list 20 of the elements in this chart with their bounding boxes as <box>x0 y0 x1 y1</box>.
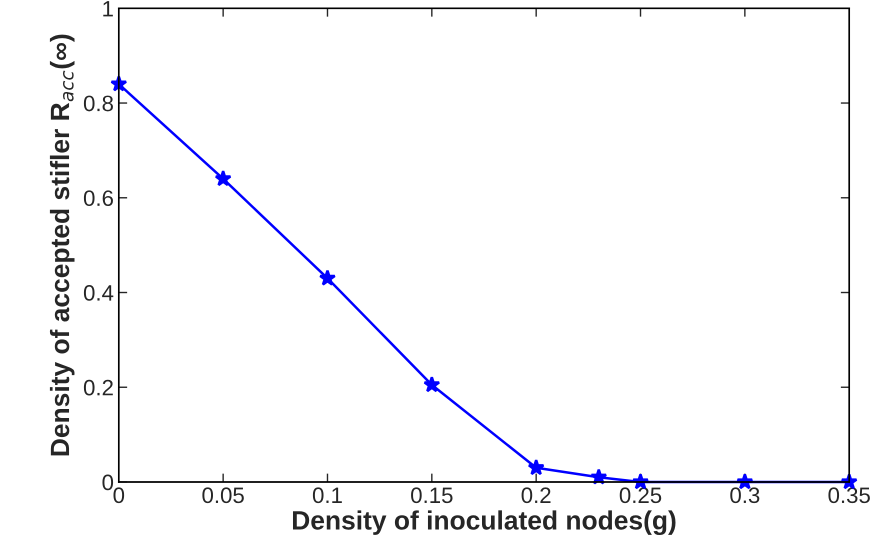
x-tick-label: 0.1 <box>312 487 342 504</box>
point <box>528 458 545 476</box>
x-axis-title: Density of inoculated nodes(g) <box>292 510 676 536</box>
x-tick-label: 0.15 <box>411 487 453 504</box>
x-tick-label: 0.3 <box>730 487 760 504</box>
y-tick-label: 0 <box>102 474 114 490</box>
x-tick-label: 0.35 <box>828 487 870 504</box>
y-axis-title: Density of accepted stifler R$_{acc}$(∞) <box>50 34 75 456</box>
y-tick-label: 0.8 <box>84 96 113 112</box>
y-tick-label: 1 <box>103 1 113 16</box>
point <box>423 376 440 392</box>
y-tick-label: 0.2 <box>84 380 113 396</box>
x-tick-label: 0.2 <box>522 487 551 504</box>
x-tick-label: 0.25 <box>620 487 662 504</box>
y-tick-label: 0.4 <box>84 285 114 301</box>
point <box>318 269 336 286</box>
y-tick-label: 0.6 <box>84 190 113 206</box>
point <box>214 170 232 186</box>
x-tick-label: 0 <box>113 487 124 504</box>
x-tick-label: 0.05 <box>202 487 244 504</box>
